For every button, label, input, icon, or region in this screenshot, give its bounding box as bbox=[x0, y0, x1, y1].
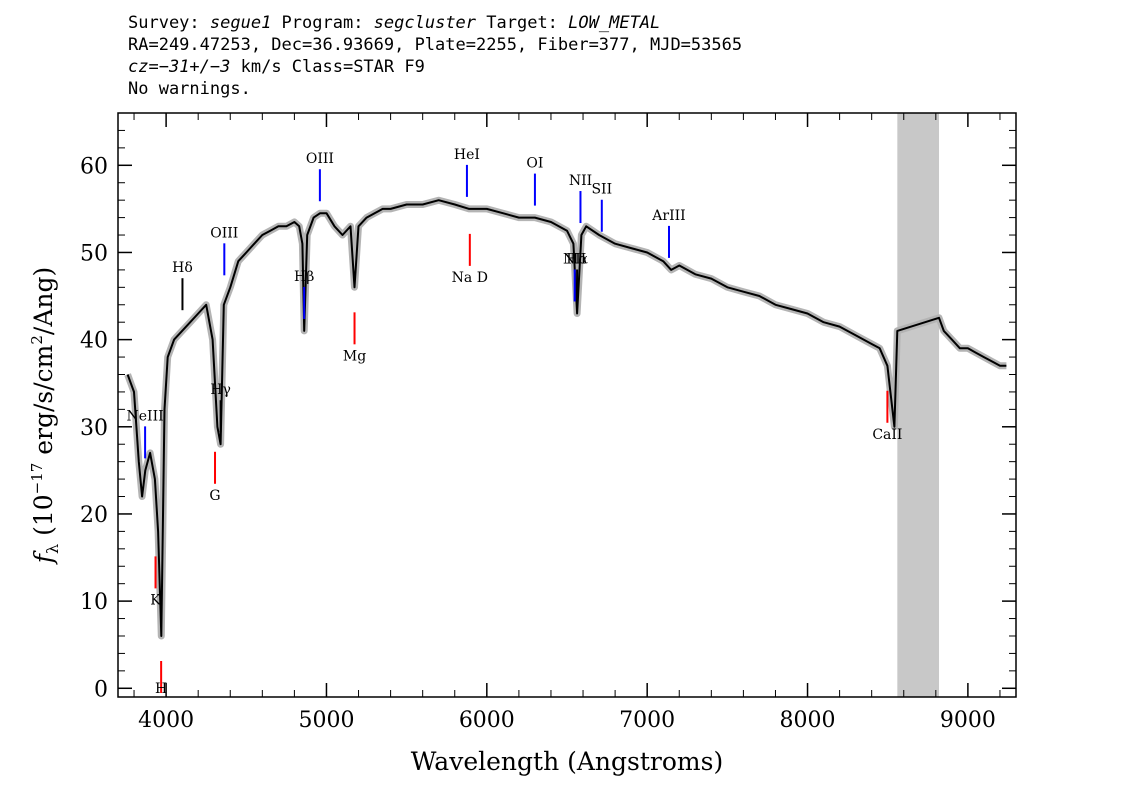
spectral-line-label-18: CaII bbox=[872, 427, 902, 443]
spectral-line-label-10: NII bbox=[569, 173, 592, 189]
y-label-mid: erg/s/cm bbox=[29, 344, 58, 462]
spectral-line-label-0: NeIII bbox=[127, 408, 164, 424]
spectrum-group bbox=[124, 196, 1007, 640]
spectral-line-label-4: Hβ bbox=[294, 269, 314, 285]
header-line-warnings: No warnings. bbox=[128, 79, 251, 99]
spectral-line-label-1: Hδ bbox=[172, 260, 193, 276]
class-text: km/s Class=STAR F9 bbox=[230, 57, 425, 77]
y-label-pre: (10 bbox=[29, 494, 58, 544]
x-tick-label: 7000 bbox=[619, 708, 675, 733]
spectral-line-label-14: H bbox=[155, 681, 167, 697]
y-axis-label: fλ (10−17 erg/s/cm2/Ang) bbox=[28, 267, 62, 566]
x-tick-label: 6000 bbox=[459, 708, 515, 733]
spectrum-header: Survey: segue1 Program: segcluster Targe… bbox=[128, 12, 742, 100]
survey-prefix: Survey: bbox=[128, 13, 210, 33]
cz-label: cz bbox=[128, 57, 149, 77]
spectral-line-label-17: Na D bbox=[452, 270, 488, 286]
plot-frame bbox=[117, 112, 1017, 698]
header-line-coordinates: RA=249.47253, Dec=36.93669, Plate=2255, … bbox=[128, 35, 743, 55]
x-axis-label: Wavelength (Angstroms) bbox=[411, 747, 723, 776]
spectral-line-label-11: SII bbox=[591, 182, 612, 198]
masked-region-group bbox=[897, 113, 940, 697]
x-tick-label: 9000 bbox=[940, 708, 996, 733]
spectral-line-label-9: Hα bbox=[566, 251, 588, 267]
spectral-line-label-6: HeI bbox=[454, 147, 480, 163]
program-prefix: Program: bbox=[271, 13, 374, 33]
y-label-sup1: −17 bbox=[28, 463, 46, 495]
survey-name: segue1 bbox=[209, 13, 272, 33]
target-name: LOW_METAL bbox=[568, 13, 661, 33]
spectral-line-label-12: ArIII bbox=[651, 208, 685, 224]
spectral-line-label-13: K bbox=[150, 592, 161, 608]
y-tick-label: 60 bbox=[80, 154, 108, 179]
x-tick-label: 5000 bbox=[298, 708, 354, 733]
target-prefix: Target: bbox=[476, 13, 569, 33]
header-line-redshift: cz=−31+/−3 km/s Class=STAR F9 bbox=[128, 56, 742, 78]
axis-ticks-group: 4000 5000 6000 7000 8000 9000 0 10 20 30 40 50 60 bbox=[80, 113, 1016, 733]
y-tick-label: 40 bbox=[80, 329, 108, 354]
x-tick-label: 4000 bbox=[138, 708, 194, 733]
spectral-line-label-3: OIII bbox=[210, 225, 238, 241]
y-label-sub: λ bbox=[43, 544, 62, 554]
y-label-f: f bbox=[29, 550, 58, 565]
header-line-survey: Survey: segue1 Program: segcluster Targe… bbox=[128, 12, 742, 34]
spectrum-line bbox=[126, 199, 1007, 637]
masked-region bbox=[897, 113, 940, 697]
cz-value: =−31+/−3 bbox=[148, 57, 231, 77]
y-tick-label: 30 bbox=[80, 416, 108, 441]
program-name: segcluster bbox=[373, 13, 477, 33]
spectral-line-label-7: OI bbox=[526, 156, 543, 172]
spectral-line-label-16: Mg bbox=[343, 348, 366, 364]
spectral-line-label-15: G bbox=[209, 488, 220, 504]
y-label-sup2: 2 bbox=[28, 335, 46, 345]
y-tick-label: 20 bbox=[80, 503, 108, 528]
x-tick-label: 8000 bbox=[780, 708, 836, 733]
y-tick-label: 0 bbox=[94, 677, 108, 702]
spectral-line-label-5: OIII bbox=[306, 151, 334, 167]
y-tick-label: 50 bbox=[80, 241, 108, 266]
spectral-line-label-2: Hγ bbox=[210, 382, 231, 398]
y-tick-label: 10 bbox=[80, 590, 108, 615]
spectral-line-label-8: NII bbox=[563, 251, 586, 267]
y-label-post: /Ang) bbox=[29, 267, 58, 335]
